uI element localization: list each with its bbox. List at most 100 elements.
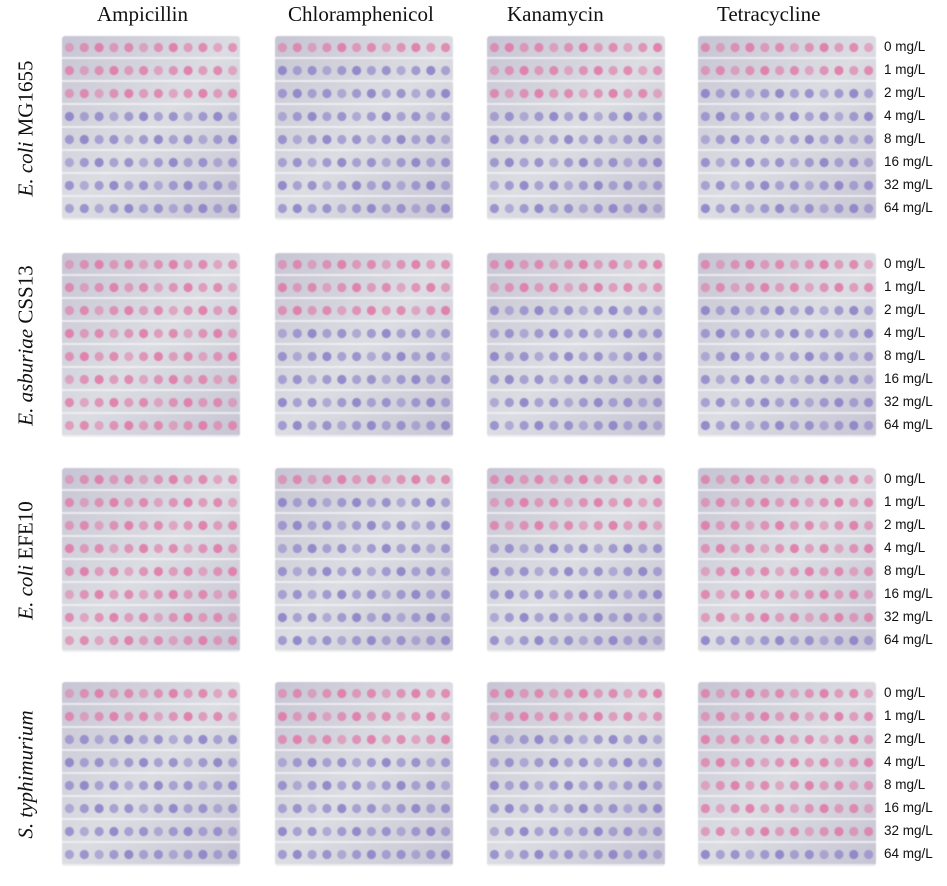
row-separator (275, 366, 453, 368)
row-separator (487, 103, 665, 105)
well (519, 397, 529, 408)
well (519, 635, 529, 646)
row-separator (698, 57, 876, 59)
well (653, 474, 663, 485)
well (608, 328, 618, 339)
well (623, 474, 633, 485)
well (564, 826, 574, 837)
well (411, 734, 421, 745)
well (64, 351, 74, 362)
well (124, 612, 134, 623)
well (396, 497, 406, 508)
well (623, 757, 633, 768)
well (213, 474, 223, 485)
well (292, 42, 302, 53)
well (396, 259, 406, 270)
well (109, 420, 119, 431)
well (789, 397, 799, 408)
well (292, 543, 302, 554)
well (849, 328, 859, 339)
well (849, 497, 859, 508)
well (745, 157, 755, 168)
well (228, 180, 238, 191)
well (593, 757, 603, 768)
well (139, 688, 149, 699)
well (489, 259, 499, 270)
well (277, 688, 287, 699)
well (94, 203, 104, 214)
well (94, 282, 104, 293)
well (834, 612, 844, 623)
row-separator (62, 512, 240, 514)
well (441, 111, 451, 122)
row-separator (487, 126, 665, 128)
well (183, 520, 193, 531)
well (168, 780, 178, 791)
well (504, 88, 514, 99)
well (277, 589, 287, 600)
well (834, 757, 844, 768)
well (730, 259, 740, 270)
well (819, 259, 829, 270)
well (307, 566, 317, 577)
well (307, 42, 317, 53)
well (715, 305, 725, 316)
well (396, 849, 406, 860)
well (64, 134, 74, 145)
well (849, 520, 859, 531)
well (426, 180, 436, 191)
well (593, 374, 603, 385)
well (228, 520, 238, 531)
well (578, 543, 588, 554)
well (608, 780, 618, 791)
row-separator (62, 412, 240, 414)
well (64, 397, 74, 408)
well (198, 474, 208, 485)
well (608, 420, 618, 431)
well (183, 282, 193, 293)
well (775, 497, 785, 508)
well (700, 635, 710, 646)
well (489, 474, 499, 485)
well (638, 688, 648, 699)
row-separator (698, 366, 876, 368)
well (504, 635, 514, 646)
well (307, 711, 317, 722)
well (849, 203, 859, 214)
well (819, 688, 829, 699)
well (760, 157, 770, 168)
well (426, 474, 436, 485)
well (489, 282, 499, 293)
well (396, 543, 406, 554)
row-separator (275, 57, 453, 59)
row-label-ecoli-mg1655: E. coli MG1655 (0, 36, 52, 220)
well (593, 157, 603, 168)
well (198, 374, 208, 385)
well (411, 497, 421, 508)
well (834, 566, 844, 577)
well (834, 520, 844, 531)
well (804, 711, 814, 722)
well (109, 520, 119, 531)
concentration-label: 2 mg/L (884, 516, 926, 532)
well (292, 65, 302, 76)
well (819, 134, 829, 145)
well (322, 88, 332, 99)
well (760, 374, 770, 385)
row-separator (698, 818, 876, 820)
well (292, 397, 302, 408)
well (715, 543, 725, 554)
well (139, 757, 149, 768)
well (109, 711, 119, 722)
well (441, 612, 451, 623)
well (789, 780, 799, 791)
well (396, 734, 406, 745)
well (441, 65, 451, 76)
well (819, 849, 829, 860)
well (775, 520, 785, 531)
well (715, 180, 725, 191)
well (352, 803, 362, 814)
well (638, 612, 648, 623)
well (864, 397, 874, 408)
well (139, 157, 149, 168)
